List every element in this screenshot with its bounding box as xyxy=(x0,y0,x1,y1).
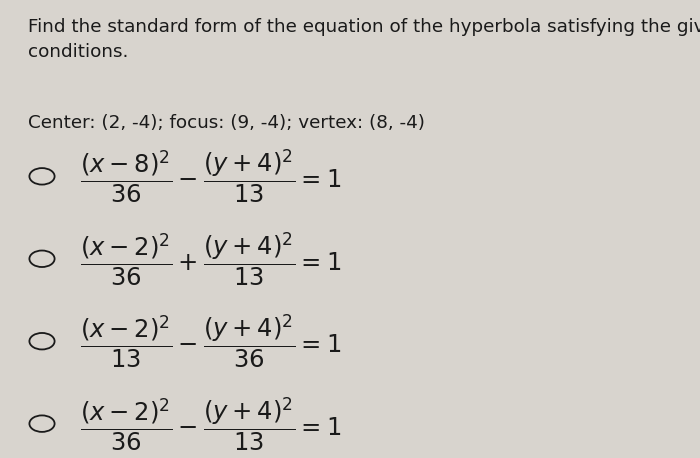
Text: $\dfrac{(x-2)^2}{13} - \dfrac{(y+4)^2}{36} = 1$: $\dfrac{(x-2)^2}{13} - \dfrac{(y+4)^2}{3… xyxy=(80,312,342,370)
Text: Find the standard form of the equation of the hyperbola satisfying the given
con: Find the standard form of the equation o… xyxy=(28,18,700,61)
Text: $\dfrac{(x-2)^2}{36} - \dfrac{(y+4)^2}{13} = 1$: $\dfrac{(x-2)^2}{36} - \dfrac{(y+4)^2}{1… xyxy=(80,395,342,453)
Text: $\dfrac{(x-2)^2}{36} + \dfrac{(y+4)^2}{13} = 1$: $\dfrac{(x-2)^2}{36} + \dfrac{(y+4)^2}{1… xyxy=(80,230,342,288)
Text: Center: (2, -4); focus: (9, -4); vertex: (8, -4): Center: (2, -4); focus: (9, -4); vertex:… xyxy=(28,114,425,132)
Text: $\dfrac{(x-8)^2}{36} - \dfrac{(y+4)^2}{13} = 1$: $\dfrac{(x-8)^2}{36} - \dfrac{(y+4)^2}{1… xyxy=(80,147,342,205)
